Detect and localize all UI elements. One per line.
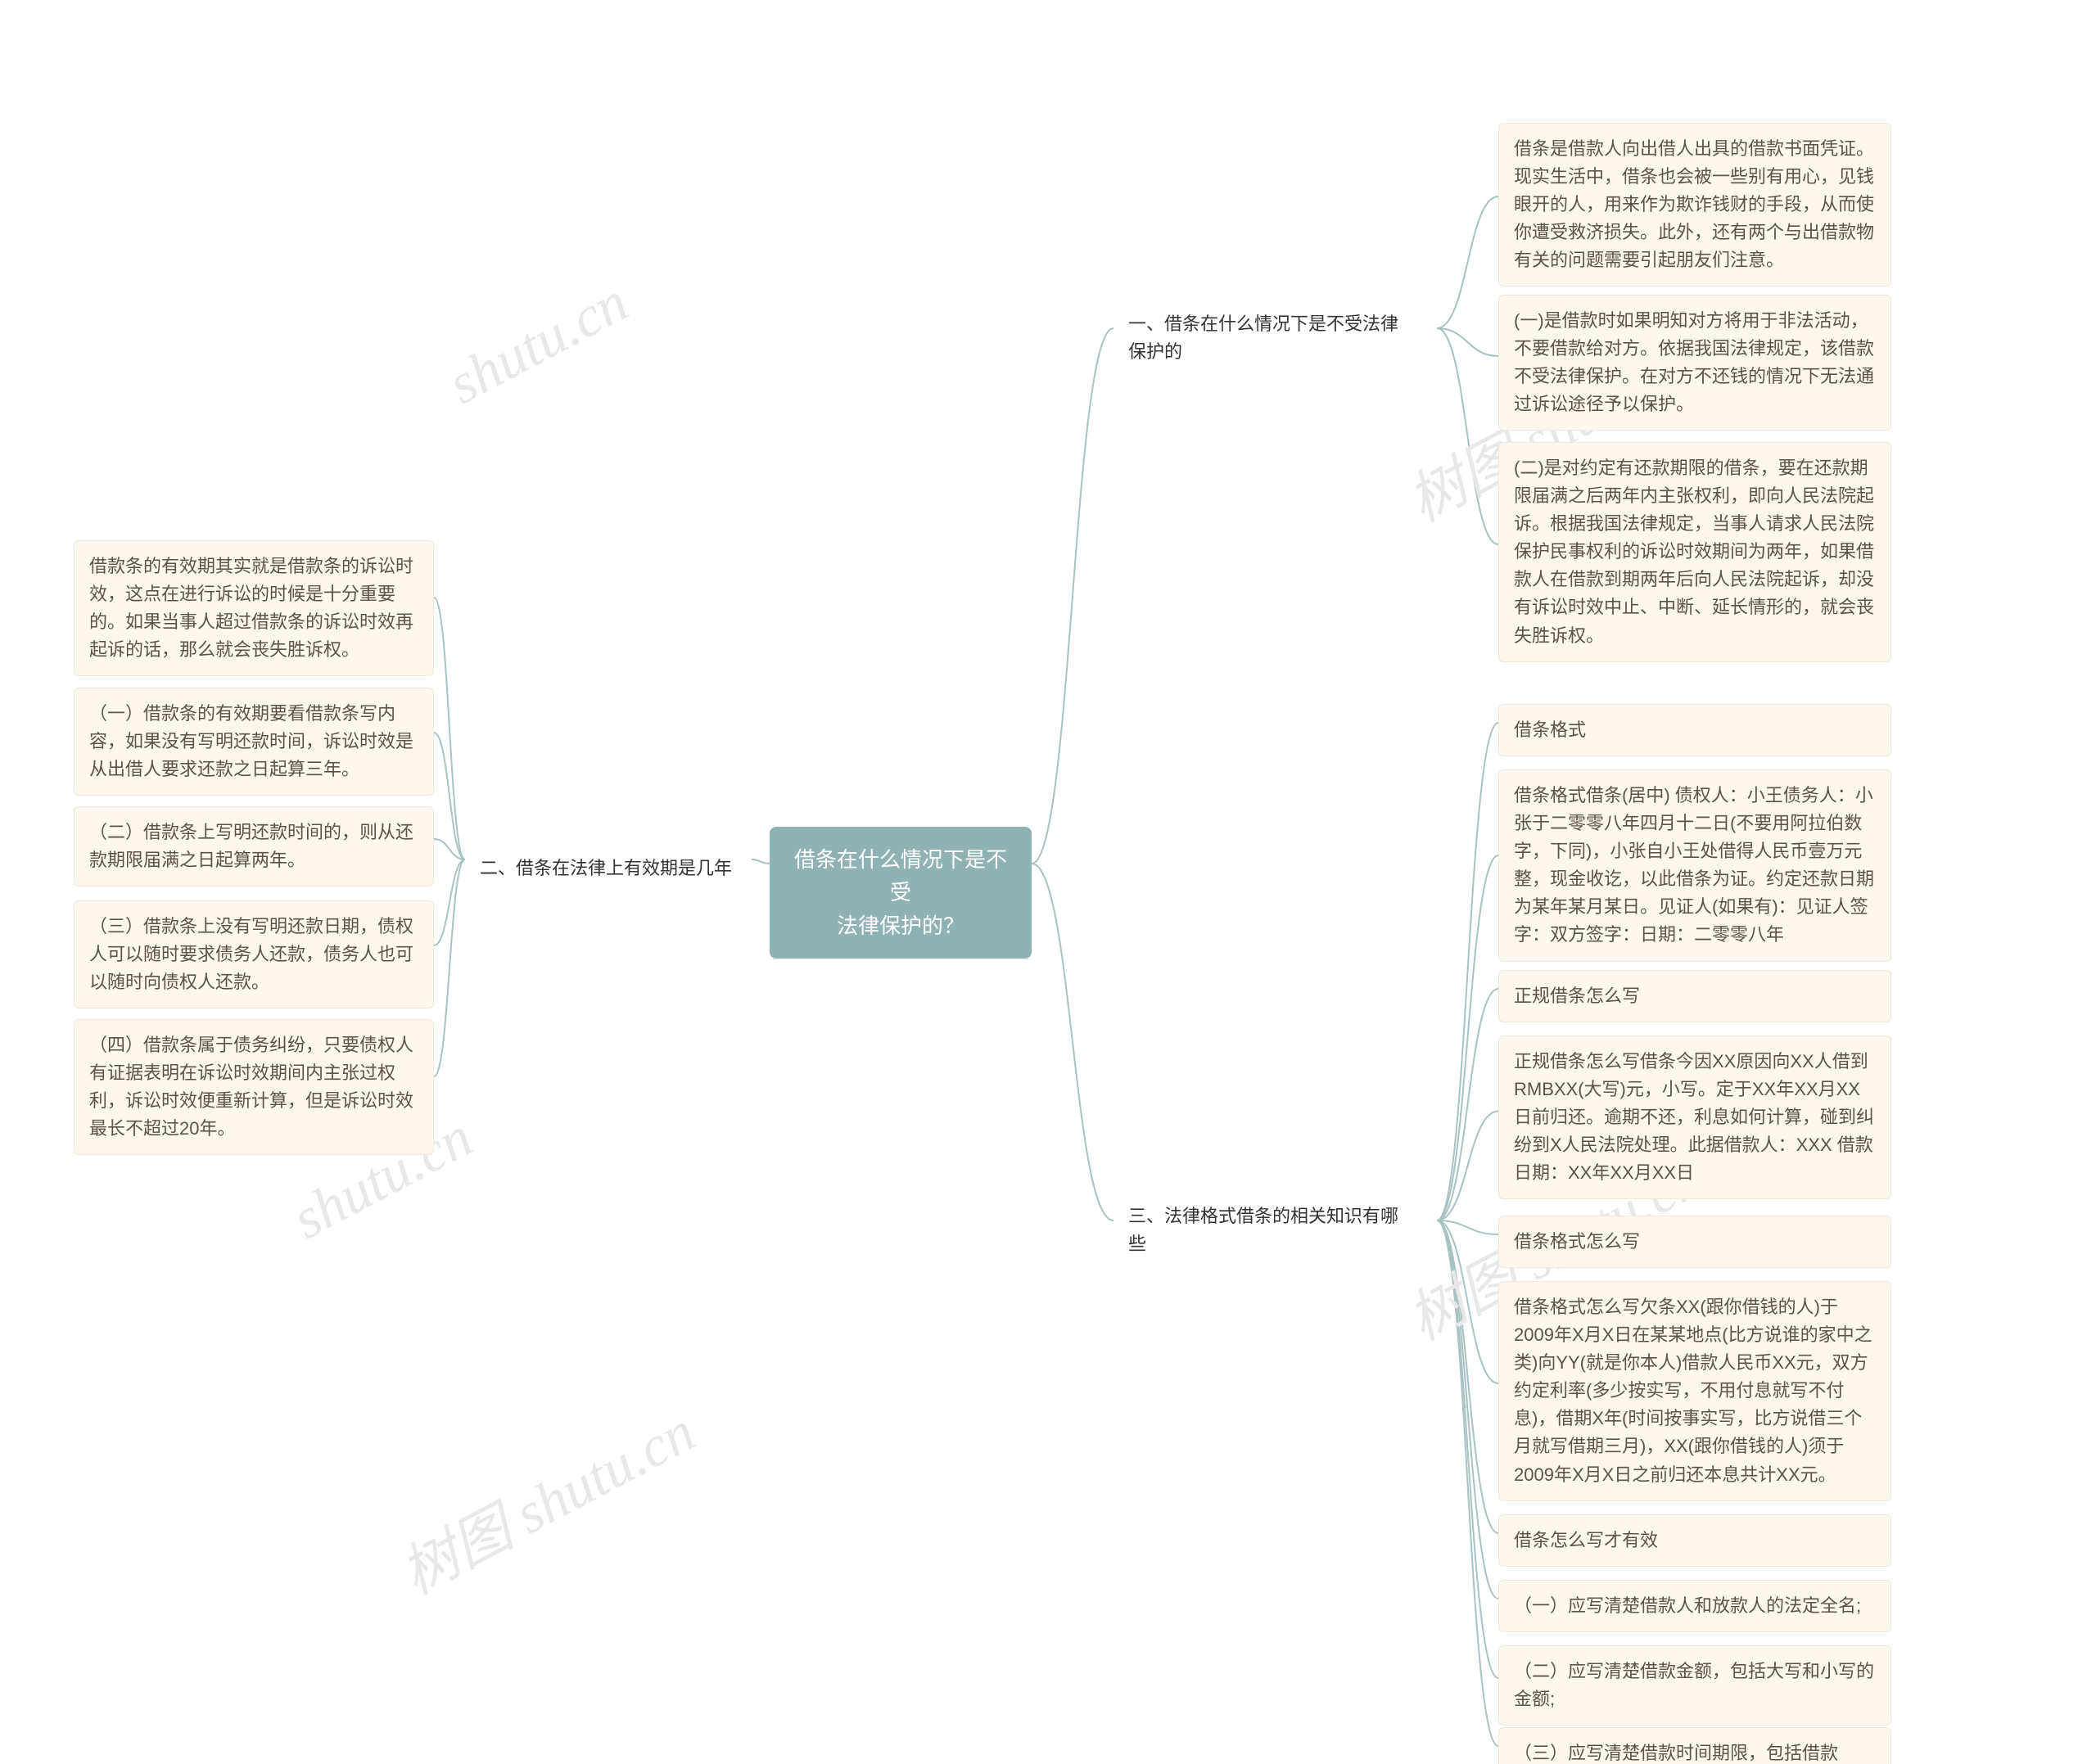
root-node: 借条在什么情况下是不受法律保护的？ (770, 827, 1032, 959)
leaf-node: 借条格式 (1498, 704, 1891, 756)
branch-node: 二、借条在法律上有效期是几年 (465, 843, 752, 894)
leaf-node: （四）借款条属于债务纠纷，只要债权人有证据表明在诉讼时效期间内主张过权利，诉讼时… (74, 1019, 434, 1155)
branch-node: 一、借条在什么情况下是不受法律保护的 (1114, 299, 1437, 377)
leaf-node: (二)是对约定有还款期限的借条，要在还款期限届满之后两年内主张权利，即向人民法院… (1498, 442, 1891, 662)
leaf-node: 借条是借款人向出借人出具的借款书面凭证。现实生活中，借条也会被一些别有用心，见钱… (1498, 123, 1891, 286)
leaf-node: (一)是借款时如果明知对方将用于非法活动，不要借款给对方。依据我国法律规定，该借… (1498, 295, 1891, 431)
watermark: shutu.cn (438, 269, 639, 417)
leaf-node: 借条格式借条(居中) 债权人：小王债务人：小张于二零零八年四月十二日(不要用阿拉… (1498, 769, 1891, 962)
leaf-node: 正规借条怎么写 (1498, 970, 1891, 1022)
branch-node: 三、法律格式借条的相关知识有哪些 (1114, 1191, 1437, 1270)
leaf-node: 借款条的有效期其实就是借款条的诉讼时效，这点在进行诉讼的时候是十分重要的。如果当… (74, 540, 434, 676)
leaf-node: （三）应写清楚借款时间期限，包括借款 (1498, 1727, 1891, 1764)
leaf-node: 借条格式怎么写欠条XX(跟你借钱的人)于2009年X月X日在某某地点(比方说谁的… (1498, 1281, 1891, 1501)
leaf-node: 正规借条怎么写借条今因XX原因向XX人借到RMBXX(大写)元，小写。定于XX年… (1498, 1035, 1891, 1199)
leaf-node: （一）应写清楚借款人和放款人的法定全名; (1498, 1580, 1891, 1632)
leaf-node: （三）借款条上没有写明还款日期，债权人可以随时要求债务人还款，债务人也可以随时向… (74, 900, 434, 1008)
leaf-node: （二）借款条上写明还款时间的，则从还款期限届满之日起算两年。 (74, 806, 434, 887)
leaf-node: 借条怎么写才有效 (1498, 1514, 1891, 1567)
leaf-node: （二）应写清楚借款金额，包括大写和小写的金额; (1498, 1645, 1891, 1726)
leaf-node: 借条格式怎么写 (1498, 1216, 1891, 1268)
watermark: 树图 shutu.cn (384, 1387, 707, 1611)
leaf-node: （一）借款条的有效期要看借款条写内容，如果没有写明还款时间，诉讼时效是从出借人要… (74, 688, 434, 796)
